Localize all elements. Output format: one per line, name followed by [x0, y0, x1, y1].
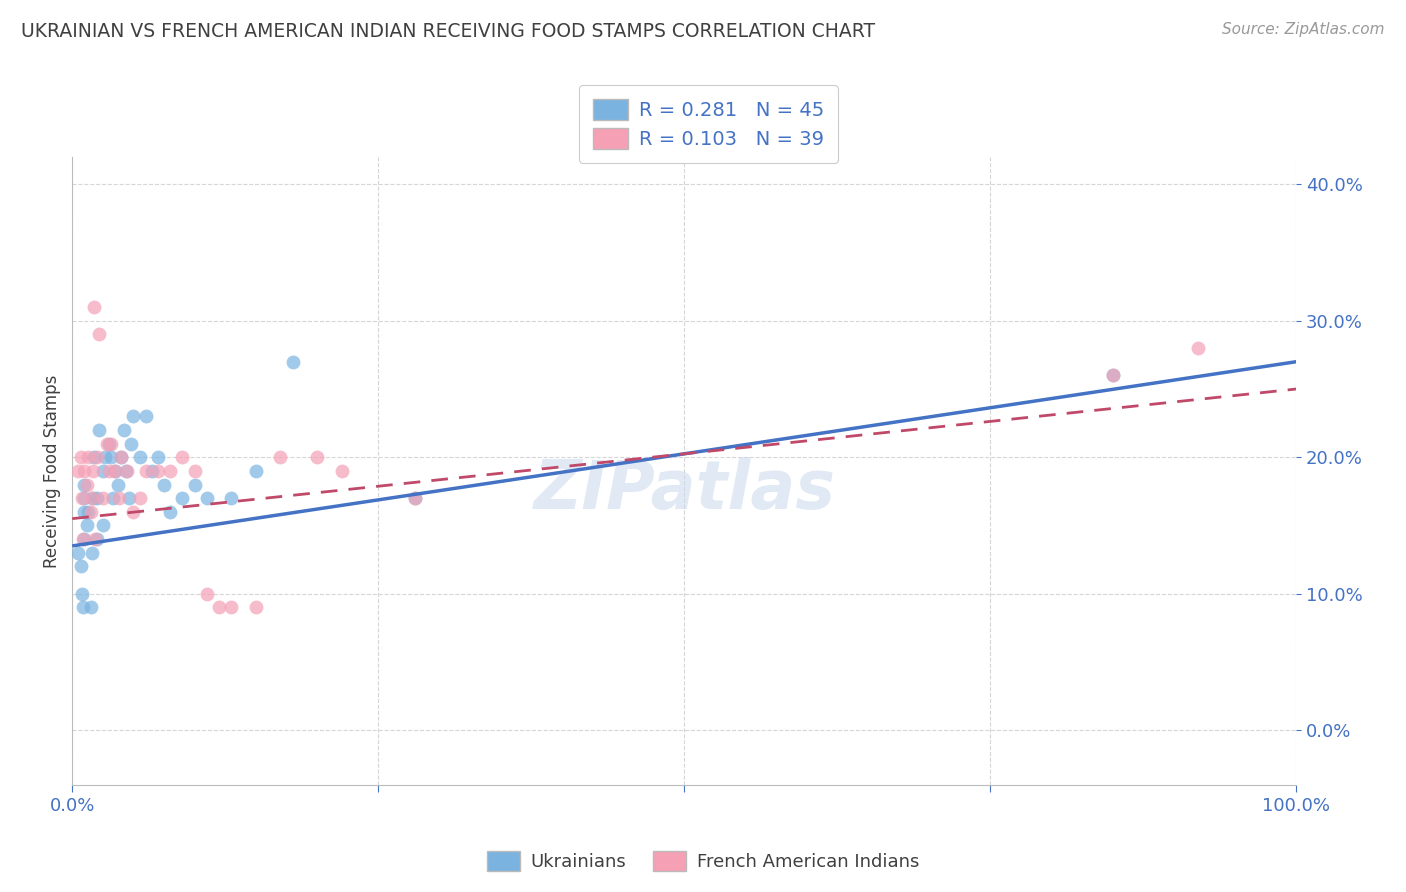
Point — [70, 491, 93, 505]
Point — [100, 436, 122, 450]
Point — [141, 464, 163, 478]
Point — [159, 505, 181, 519]
Point — [83, 300, 105, 314]
Point — [76, 477, 98, 491]
Point — [1101, 368, 1123, 383]
Point — [101, 491, 124, 505]
Point — [146, 464, 169, 478]
Point — [122, 505, 145, 519]
Point — [86, 491, 108, 505]
Point — [79, 505, 101, 519]
Point — [128, 450, 150, 465]
Point — [70, 587, 93, 601]
Text: UKRAINIAN VS FRENCH AMERICAN INDIAN RECEIVING FOOD STAMPS CORRELATION CHART: UKRAINIAN VS FRENCH AMERICAN INDIAN RECE… — [21, 22, 875, 41]
Point — [183, 464, 205, 478]
Point — [77, 505, 100, 519]
Point — [135, 409, 157, 424]
Point — [172, 450, 194, 465]
Point — [91, 518, 114, 533]
Point — [245, 464, 267, 478]
Point — [82, 491, 104, 505]
Point — [221, 600, 243, 615]
Point — [221, 491, 243, 505]
Point — [73, 491, 96, 505]
Point — [67, 464, 90, 478]
Point — [97, 436, 120, 450]
Point — [96, 436, 118, 450]
Point — [146, 450, 169, 465]
Point — [195, 491, 218, 505]
Point — [67, 546, 90, 560]
Point — [94, 450, 117, 465]
Point — [84, 532, 107, 546]
Y-axis label: Receiving Food Stamps: Receiving Food Stamps — [44, 374, 60, 567]
Point — [89, 327, 111, 342]
Point — [107, 477, 129, 491]
Point — [73, 505, 96, 519]
Point — [1101, 368, 1123, 383]
Legend: R = 0.281   N = 45, R = 0.103   N = 39: R = 0.281 N = 45, R = 0.103 N = 39 — [579, 85, 838, 162]
Point — [281, 355, 304, 369]
Point — [183, 477, 205, 491]
Point — [107, 491, 129, 505]
Point — [82, 464, 104, 478]
Point — [120, 436, 142, 450]
Point — [73, 477, 96, 491]
Point — [135, 464, 157, 478]
Point — [305, 450, 328, 465]
Point — [159, 464, 181, 478]
Point — [100, 450, 122, 465]
Point — [153, 477, 176, 491]
Point — [80, 546, 103, 560]
Point — [72, 600, 94, 615]
Point — [73, 532, 96, 546]
Point — [86, 532, 108, 546]
Point — [79, 600, 101, 615]
Point — [245, 600, 267, 615]
Point — [269, 450, 291, 465]
Point — [91, 464, 114, 478]
Point — [117, 491, 139, 505]
Point — [110, 450, 132, 465]
Legend: Ukrainians, French American Indians: Ukrainians, French American Indians — [479, 844, 927, 879]
Point — [104, 464, 127, 478]
Point — [330, 464, 353, 478]
Point — [76, 518, 98, 533]
Point — [128, 491, 150, 505]
Point — [89, 423, 111, 437]
Point — [72, 532, 94, 546]
Point — [172, 491, 194, 505]
Point — [104, 464, 127, 478]
Point — [83, 450, 105, 465]
Point — [208, 600, 231, 615]
Point — [69, 559, 91, 574]
Point — [404, 491, 426, 505]
Point — [73, 464, 96, 478]
Point — [69, 450, 91, 465]
Point — [86, 450, 108, 465]
Point — [122, 409, 145, 424]
Point — [195, 587, 218, 601]
Point — [110, 450, 132, 465]
Point — [404, 491, 426, 505]
Point — [97, 464, 120, 478]
Point — [1187, 341, 1209, 355]
Point — [77, 450, 100, 465]
Point — [91, 491, 114, 505]
Point — [115, 464, 138, 478]
Text: Source: ZipAtlas.com: Source: ZipAtlas.com — [1222, 22, 1385, 37]
Text: ZIPatlas: ZIPatlas — [533, 457, 835, 523]
Point — [117, 464, 139, 478]
Point — [80, 491, 103, 505]
Point — [112, 423, 135, 437]
